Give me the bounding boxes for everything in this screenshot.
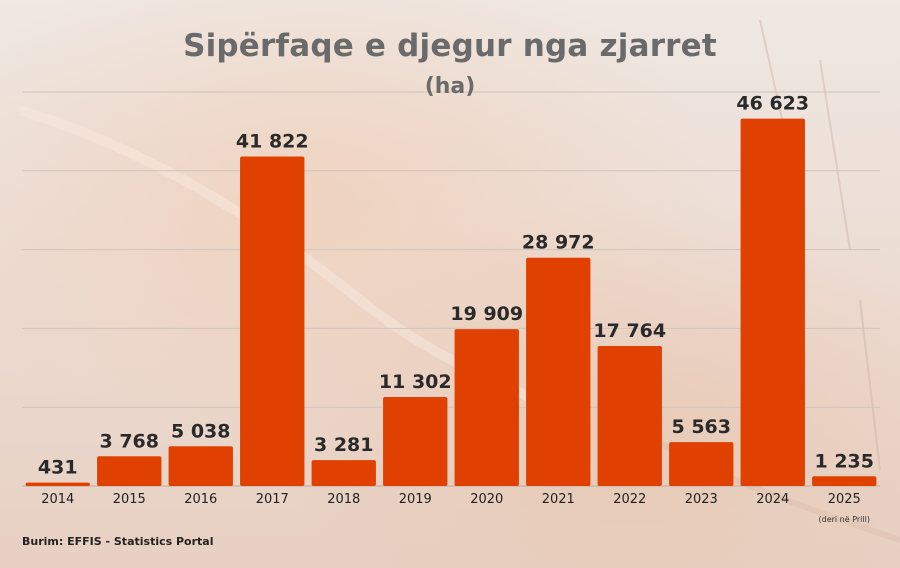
bar-2014 [25, 482, 90, 486]
chart-subtitle: (ha) [424, 74, 476, 99]
x-tick-label-2025: 2025 [828, 492, 861, 507]
x-tick-note-2025: (deri në Prill) [819, 515, 870, 524]
value-label-2015: 3 768 [100, 430, 160, 452]
bar-2022 [597, 346, 662, 486]
bar-2020 [454, 329, 519, 486]
x-tick-label-2021: 2021 [542, 492, 575, 507]
value-label-2023: 5 563 [672, 416, 732, 438]
bar-2018 [311, 460, 376, 486]
bar-2025 [812, 476, 877, 486]
bar-2023 [669, 442, 734, 486]
value-label-2021: 28 972 [522, 232, 595, 254]
bar-2021 [526, 257, 591, 486]
value-label-2020: 19 909 [450, 303, 523, 325]
x-tick-label-2020: 2020 [470, 492, 503, 507]
x-tick-label-2017: 2017 [256, 492, 289, 507]
source-note: Burim: EFFIS - Statistics Portal [22, 535, 214, 548]
value-label-2014: 431 [38, 457, 78, 479]
x-tick-label-2023: 2023 [685, 492, 718, 507]
bar-2017 [240, 156, 305, 487]
x-tick-label-2024: 2024 [756, 492, 789, 507]
value-label-2019: 11 302 [379, 371, 452, 393]
value-label-2025: 1 235 [815, 450, 875, 472]
value-label-2018: 3 281 [314, 434, 374, 456]
value-label-2016: 5 038 [171, 420, 231, 442]
bar-2019 [383, 396, 448, 486]
x-tick-label-2014: 2014 [41, 492, 74, 507]
x-tick-label-2022: 2022 [613, 492, 646, 507]
x-tick-label-2019: 2019 [399, 492, 432, 507]
bar-2016 [168, 446, 233, 486]
value-label-2022: 17 764 [593, 320, 666, 342]
value-label-2024: 46 623 [736, 93, 809, 115]
bar-2024 [740, 118, 805, 486]
value-label-2017: 41 822 [236, 130, 309, 152]
bar-2015 [97, 456, 162, 486]
x-tick-label-2015: 2015 [113, 492, 146, 507]
x-tick-label-2018: 2018 [327, 492, 360, 507]
chart-title: Sipërfaqe e djegur nga zjarret [183, 28, 717, 64]
x-tick-label-2016: 2016 [184, 492, 217, 507]
